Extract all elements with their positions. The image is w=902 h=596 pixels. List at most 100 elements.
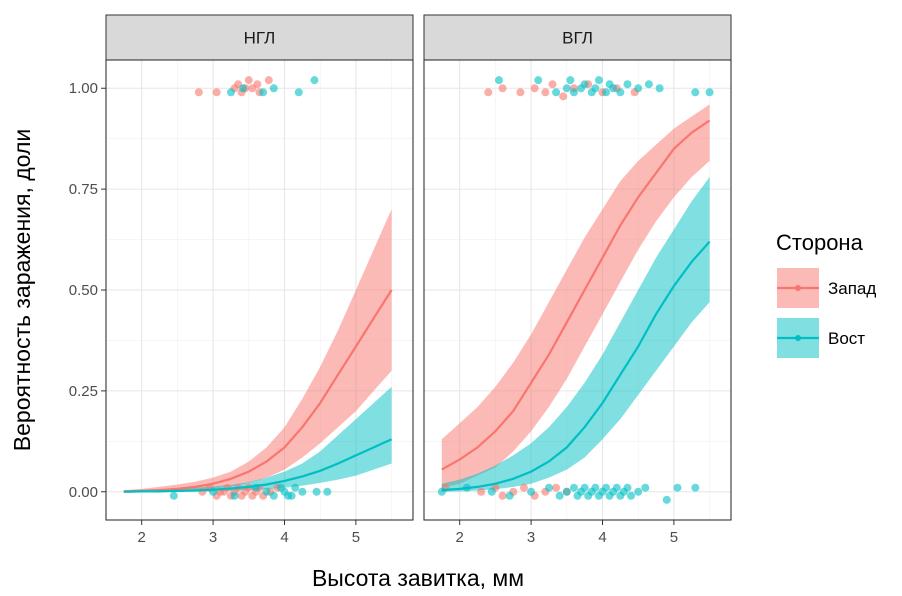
data-point-vost — [662, 495, 671, 504]
data-point-vost — [552, 88, 561, 97]
data-point-zapad — [264, 76, 273, 85]
data-point-zapad — [212, 88, 221, 97]
legend-key-vost — [777, 318, 819, 358]
x-tick-label: 5 — [670, 529, 678, 546]
confidence-band-vost — [123, 386, 392, 492]
legend-key-zapad — [777, 268, 819, 308]
data-point-zapad — [244, 76, 253, 85]
data-point-vost — [262, 487, 271, 496]
legend-key-dot — [795, 335, 801, 341]
x-tick-label: 4 — [280, 529, 288, 546]
data-point-vost — [591, 84, 600, 93]
data-point-zapad — [194, 88, 203, 97]
legend-title: Сторона — [776, 230, 864, 255]
x-tick-label: 2 — [138, 529, 146, 546]
data-point-vost — [569, 88, 578, 97]
data-point-vost — [609, 84, 618, 93]
data-point-vost — [298, 487, 307, 496]
x-tick-label: 2 — [456, 529, 464, 546]
confidence-band-vost — [441, 177, 710, 492]
panel-border — [423, 59, 732, 521]
data-point-zapad — [253, 80, 262, 89]
data-point-vost — [644, 80, 653, 89]
facet-strip — [423, 14, 732, 61]
data-point-vost — [612, 483, 621, 492]
legend: Сторона Запад Вост — [776, 230, 876, 358]
x-tick-label: 5 — [352, 529, 360, 546]
fit-line-zapad — [123, 289, 393, 493]
data-point-zapad — [552, 483, 561, 492]
data-point-vost — [634, 84, 643, 93]
data-point-vost — [691, 88, 700, 97]
data-point-vost — [239, 84, 248, 93]
data-point-zapad — [548, 80, 557, 89]
data-point-vost — [623, 80, 632, 89]
data-point-zapad — [498, 84, 507, 93]
data-point-vost — [623, 483, 632, 492]
data-point-vost — [494, 76, 503, 85]
facet-strip-label: НГЛ — [244, 29, 276, 48]
data-point-vost — [616, 88, 625, 97]
x-tick-label: 4 — [598, 529, 606, 546]
confidence-band-zapad — [123, 209, 392, 492]
data-point-vost — [627, 491, 636, 500]
data-point-vost — [487, 487, 496, 496]
facet-strip — [105, 14, 414, 61]
data-point-zapad — [559, 92, 568, 101]
data-point-zapad — [484, 88, 493, 97]
data-point-vost — [705, 88, 714, 97]
data-point-vost — [602, 483, 611, 492]
data-point-vost — [287, 491, 296, 500]
data-point-vost — [269, 84, 278, 93]
data-point-vost — [312, 487, 321, 496]
data-point-vost — [580, 80, 589, 89]
data-point-vost — [634, 487, 643, 496]
data-point-vost — [569, 483, 578, 492]
data-point-vost — [230, 491, 239, 500]
legend-label-zapad: Запад — [828, 279, 876, 298]
facet-strip-label: ВГЛ — [562, 29, 593, 48]
confidence-band-zapad — [441, 104, 710, 488]
data-point-vost — [544, 483, 553, 492]
data-point-vost — [673, 483, 682, 492]
data-point-vost — [562, 84, 571, 93]
panel-vgl: ВГЛ 2 3 4 5 — [423, 14, 732, 546]
data-point-vost — [294, 88, 303, 97]
x-tick-label: 3 — [209, 529, 217, 546]
data-point-zapad — [516, 88, 525, 97]
fit-line-vost — [441, 240, 711, 492]
data-point-zapad — [519, 483, 528, 492]
data-point-vost — [291, 483, 300, 492]
data-point-vost — [580, 483, 589, 492]
y-tick-label: 1.00 — [69, 80, 98, 97]
fit-line-vost — [123, 438, 393, 493]
data-point-vost — [555, 491, 564, 500]
data-point-vost — [562, 487, 571, 496]
x-tick-label: 3 — [527, 529, 535, 546]
data-point-vost — [594, 76, 603, 85]
y-tick-label: 0.00 — [69, 484, 98, 501]
data-point-zapad — [498, 491, 507, 500]
data-point-vost — [259, 88, 268, 97]
data-point-vost — [505, 491, 514, 500]
y-tick-label: 0.75 — [69, 181, 98, 198]
panel-ngl: НГЛ 2 3 4 5 — [105, 14, 414, 546]
panels: НГЛ 2 3 4 5 ВГЛ 2 3 4 5 — [105, 14, 732, 546]
data-point-vost — [641, 483, 650, 492]
legend-key-dot — [795, 285, 801, 291]
legend-label-vost: Вост — [828, 329, 865, 348]
y-axis: 0.00 0.25 0.50 0.75 1.00 — [69, 80, 106, 501]
data-point-vost — [226, 88, 235, 97]
y-axis-title: Вероятность заражения, доли — [9, 129, 35, 451]
y-tick-label: 0.50 — [69, 282, 98, 299]
data-point-vost — [566, 76, 575, 85]
data-point-vost — [591, 483, 600, 492]
data-point-vost — [269, 491, 278, 500]
fit-line-zapad — [441, 119, 711, 471]
data-point-vost — [602, 88, 611, 97]
data-point-vost — [534, 76, 543, 85]
data-point-vost — [169, 491, 178, 500]
data-point-vost — [655, 84, 664, 93]
data-point-zapad — [541, 88, 550, 97]
x-axis-title: Высота завитка, мм — [312, 565, 524, 591]
